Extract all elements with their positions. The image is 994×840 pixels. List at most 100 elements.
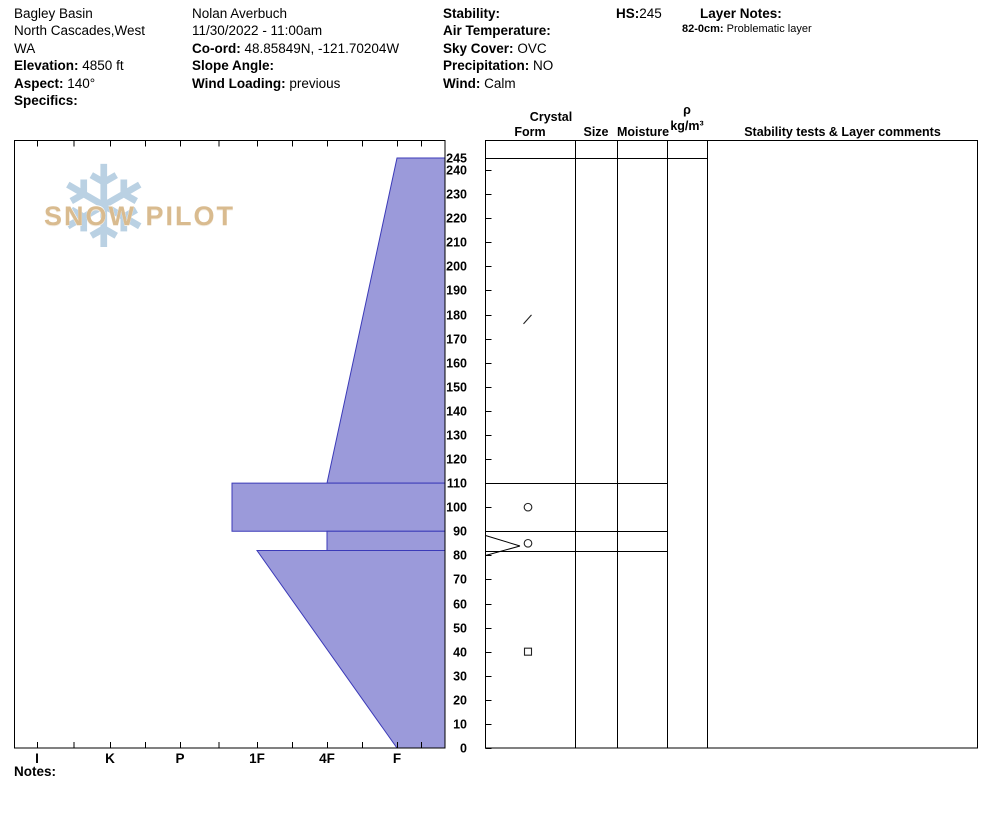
aspect-row: Aspect: 140° (14, 75, 145, 92)
depth-label: 0 (460, 742, 467, 756)
snow-layer (231, 482, 446, 532)
coord-label: Co-ord: (192, 40, 241, 56)
layer-boundary-lines (485, 158, 708, 552)
stability-tests-header: Stability tests & Layer comments (744, 125, 941, 139)
sky-cover-value: OVC (517, 40, 547, 56)
form-header: Form (514, 125, 546, 139)
sky-cover-label: Sky Cover: (443, 40, 514, 56)
depth-label: 30 (453, 670, 467, 684)
hardness-label: 1F (249, 751, 265, 766)
depth-label: 50 (453, 622, 467, 636)
wind-row: Wind: Calm (443, 75, 553, 92)
decomposing-fragments-icon (523, 314, 532, 325)
depth-label: 60 (453, 598, 467, 612)
elevation-row: Elevation: 4850 ft (14, 57, 145, 74)
axis-ticks (37, 140, 492, 749)
symbol-panel-frame (485, 140, 978, 749)
elevation-label: Elevation: (14, 58, 79, 74)
depth-label: 70 (453, 573, 467, 587)
depth-label: 240 (446, 164, 467, 178)
depth-label: 140 (446, 405, 467, 419)
moisture-header: Moisture (617, 125, 670, 139)
depth-label: 130 (446, 429, 467, 443)
depth-label: 160 (446, 357, 467, 371)
elevation-value: 4850 ft (82, 58, 124, 74)
hardness-label: P (175, 751, 184, 766)
hs-label: HS: (616, 6, 640, 21)
wind-value: Calm (484, 75, 516, 91)
coord-row: Co-ord: 48.85849N, -121.70204W (192, 40, 399, 57)
wind-loading-row: Wind Loading: previous (192, 75, 399, 92)
depth-label: 200 (446, 260, 467, 274)
layer-notes-title: Layer Notes: (700, 6, 782, 21)
aspect-label: Aspect: (14, 75, 64, 91)
pit-datetime: 11/30/2022 - 11:00am (192, 23, 323, 39)
depth-label: 10 (453, 718, 467, 732)
depth-label: 100 (446, 501, 467, 515)
aspect-value: 140° (67, 75, 96, 91)
snow-layer (326, 157, 446, 484)
coord-value: 48.85849N, -121.70204W (244, 40, 400, 56)
hardness-chart-frame (14, 140, 446, 749)
wind-loading-label: Wind Loading: (192, 75, 286, 91)
stability-label: Stability: (443, 6, 501, 21)
snow-layer (326, 530, 446, 552)
depth-label: 110 (447, 477, 467, 491)
header-observer: Nolan Averbuch 11/30/2022 - 11:00am Co-o… (192, 5, 399, 92)
layer-note: 82-0cm: Problematic layer (682, 22, 812, 37)
depth-label: 80 (453, 549, 467, 563)
specifics-row: Specifics: (14, 92, 145, 109)
faceted-crystals-icon (523, 647, 533, 656)
hs-row: HS:245 (616, 5, 662, 22)
rounded-grains-icon (523, 502, 533, 512)
depth-label: 150 (446, 381, 467, 395)
depth-label: 40 (453, 646, 467, 660)
hs-value: 245 (639, 6, 662, 21)
sky-cover-row: Sky Cover: OVC (443, 40, 553, 57)
observer-name: Nolan Averbuch (192, 6, 288, 21)
header-location: Bagley Basin North Cascades,West WA Elev… (14, 5, 145, 109)
hardness-label: I (35, 751, 39, 766)
depth-label: 220 (446, 212, 467, 226)
header-layer-notes: Layer Notes: 82-0cm: Problematic layer (682, 5, 812, 37)
rounded-grains-icon (523, 538, 533, 548)
depth-label: 20 (453, 694, 467, 708)
specifics-label: Specifics: (14, 93, 78, 109)
site-region-line2: WA (14, 40, 36, 56)
slope-angle-row: Slope Angle: (192, 57, 399, 74)
crystal-header: Crystal (529, 110, 573, 124)
header-hs: HS:245 (616, 5, 662, 22)
precip-label: Precipitation: (443, 58, 530, 74)
density-units-header: kg/m³ (670, 119, 704, 133)
wind-loading-value: previous (289, 75, 341, 91)
hardness-label: K (105, 751, 115, 766)
depth-label: 120 (446, 453, 467, 467)
precip-value: NO (533, 58, 554, 74)
depth-label: 90 (453, 525, 467, 539)
depth-label: 245 (446, 152, 467, 166)
header-conditions: Stability: Air Temperature: Sky Cover: O… (443, 5, 553, 92)
air-temp-row: Air Temperature: (443, 22, 553, 39)
hardness-label: 4F (319, 751, 335, 766)
layer-note-depth: 82-0cm: (682, 23, 724, 36)
air-temp-label: Air Temperature: (443, 23, 551, 39)
logo-text: SNOW PILOT (44, 201, 235, 231)
stability-row: Stability: (443, 5, 553, 22)
depth-label: 230 (446, 188, 467, 202)
depth-label: 210 (446, 236, 467, 250)
depth-label: 180 (446, 309, 467, 323)
depth-label: 190 (446, 284, 467, 298)
precip-row: Precipitation: NO (443, 57, 553, 74)
axis-labels: 2452402302202102001901801701601501401301… (35, 152, 467, 767)
site-name: Bagley Basin (14, 6, 93, 21)
size-header: Size (583, 125, 609, 139)
slope-angle-label: Slope Angle: (192, 58, 275, 74)
grain-form-symbols (523, 314, 533, 656)
site-region-line1: North Cascades,West (14, 23, 146, 39)
thin-layer-leader-lines (485, 535, 521, 556)
snow-layer (256, 550, 446, 749)
layer-note-text: Problematic layer (726, 23, 812, 36)
notes-label: Notes: (14, 764, 57, 779)
